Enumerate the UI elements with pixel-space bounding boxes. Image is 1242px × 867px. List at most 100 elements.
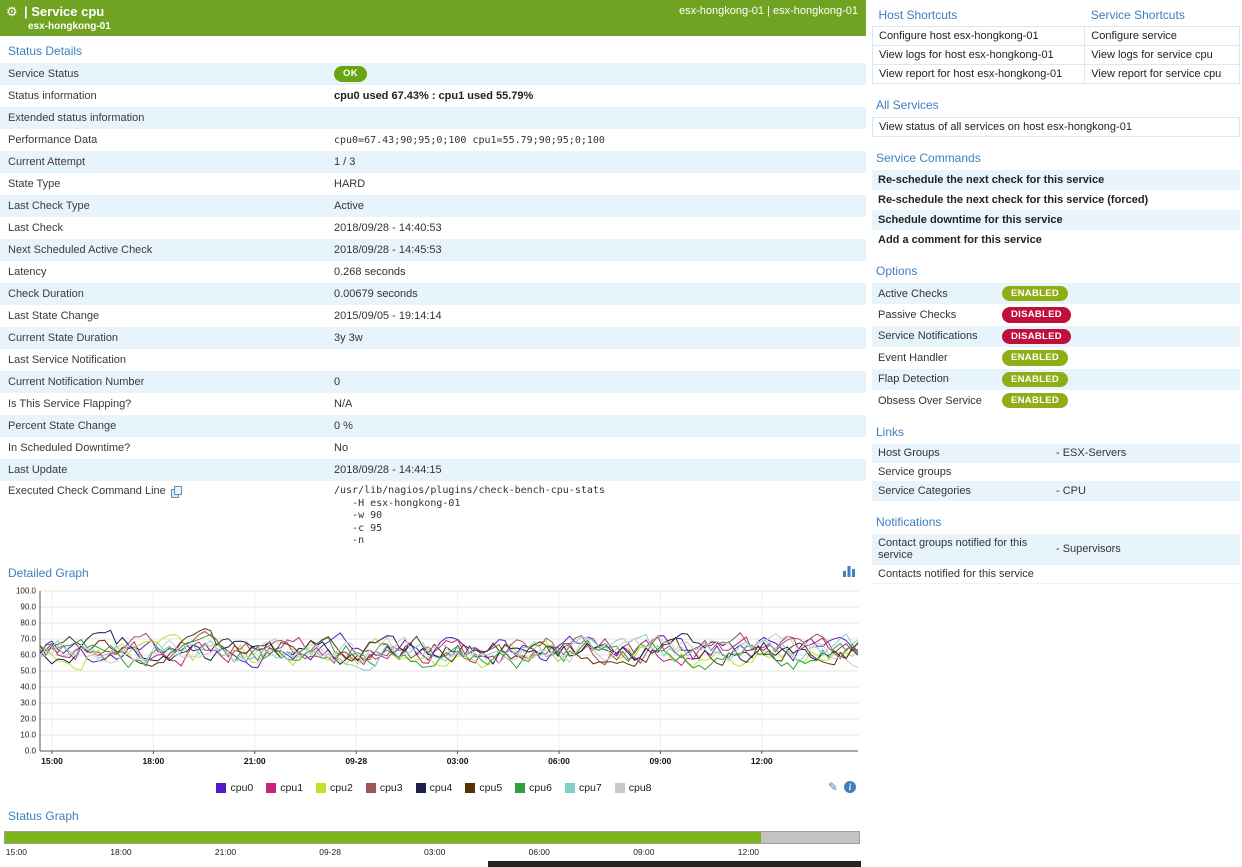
legend-swatch <box>565 783 575 793</box>
option-row[interactable]: Flap DetectionENABLED <box>872 369 1240 390</box>
copy-icon[interactable] <box>171 486 182 497</box>
status-row-value: Active <box>334 200 866 212</box>
legend-item-cpu5: cpu5 <box>465 782 502 794</box>
status-row: Executed Check Command Line/usr/lib/nagi… <box>0 481 866 552</box>
status-row-value: 0 <box>334 376 866 388</box>
all-services-row: View status of all services on host esx-… <box>873 118 1240 137</box>
chart-bars-icon[interactable] <box>842 564 856 582</box>
option-label: Flap Detection <box>878 373 1002 385</box>
option-enabled-badge: ENABLED <box>1002 372 1068 387</box>
service-shortcut-link[interactable]: Configure service <box>1085 27 1240 46</box>
status-row-value: 0 % <box>334 420 866 432</box>
notification-row-label: Contacts notified for this service <box>878 568 1056 580</box>
svg-text:06:00: 06:00 <box>548 756 570 766</box>
shortcut-row: View report for host esx-hongkong-01View… <box>873 65 1240 84</box>
notification-row[interactable]: Contact groups notified for this service… <box>872 534 1240 565</box>
status-row-label: Is This Service Flapping? <box>0 398 334 410</box>
link-row-label: Service groups <box>878 466 1056 478</box>
option-label: Event Handler <box>878 352 1002 364</box>
option-label: Service Notifications <box>878 330 1002 342</box>
notification-row-value: - Supervisors <box>1056 543 1234 555</box>
svg-text:0.0: 0.0 <box>25 746 37 755</box>
legend-item-cpu3: cpu3 <box>366 782 403 794</box>
page: ⚙ | Service cpu esx-hongkong-01 esx-hong… <box>0 0 1242 867</box>
status-row: Performance Datacpu0=67.43;90;95;0;100 c… <box>0 129 866 151</box>
svg-text:03:00: 03:00 <box>447 756 469 766</box>
status-tick-label: 18:00 <box>110 847 131 857</box>
svg-text:30.0: 30.0 <box>20 698 36 707</box>
status-details-title: Status Details <box>0 36 866 63</box>
svg-text:80.0: 80.0 <box>20 618 36 627</box>
option-disabled-badge: DISABLED <box>1002 307 1071 322</box>
status-details-table: Service StatusOKStatus informationcpu0 u… <box>0 63 866 552</box>
status-row: Check Duration0.00679 seconds <box>0 283 866 305</box>
status-row-value: 3y 3w <box>334 332 866 344</box>
service-commands-header: Service Commands <box>876 151 1240 165</box>
status-row-label: Last State Change <box>0 310 334 322</box>
status-row-value: 0.268 seconds <box>334 266 866 278</box>
sidebar-panel: Host Shortcuts Service Shortcuts Configu… <box>866 0 1242 867</box>
service-command-link[interactable]: Schedule downtime for this service <box>872 210 1240 230</box>
service-command-link[interactable]: Re-schedule the next check for this serv… <box>872 170 1240 190</box>
option-enabled-badge: ENABLED <box>1002 393 1068 408</box>
notification-row[interactable]: Contacts notified for this service <box>872 565 1240 584</box>
link-row[interactable]: Service Categories- CPU <box>872 482 1240 501</box>
legend-label: cpu0 <box>230 782 253 794</box>
status-row: Last State Change2015/09/05 - 19:14:14 <box>0 305 866 327</box>
link-row[interactable]: Host Groups- ESX-Servers <box>872 444 1240 463</box>
option-row[interactable]: Event HandlerENABLED <box>872 347 1240 368</box>
status-segment-ok <box>5 832 761 843</box>
legend-item-cpu2: cpu2 <box>316 782 353 794</box>
bottom-dark-bar <box>488 861 861 867</box>
legend-label: cpu2 <box>330 782 353 794</box>
svg-text:70.0: 70.0 <box>20 634 36 643</box>
host-shortcut-link[interactable]: View logs for host esx-hongkong-01 <box>873 46 1085 65</box>
link-row[interactable]: Service groups <box>872 463 1240 482</box>
all-services-body: View status of all services on host esx-… <box>873 118 1240 137</box>
status-row-label: State Type <box>0 178 334 190</box>
option-row[interactable]: Obsess Over ServiceENABLED <box>872 390 1240 411</box>
detailed-graph-legend: cpu0cpu1cpu2cpu3cpu4cpu5cpu6cpu7cpu8 ✎ i <box>2 779 866 797</box>
legend-label: cpu4 <box>430 782 453 794</box>
service-command-link[interactable]: Re-schedule the next check for this serv… <box>872 190 1240 210</box>
service-shortcuts-header[interactable]: Service Shortcuts <box>1085 4 1240 27</box>
header-host-links[interactable]: esx-hongkong-01 | esx-hongkong-01 <box>679 5 858 17</box>
option-row[interactable]: Service NotificationsDISABLED <box>872 326 1240 347</box>
option-label: Passive Checks <box>878 309 1002 321</box>
status-row-label: In Scheduled Downtime? <box>0 442 334 454</box>
gear-icon[interactable]: ⚙ <box>6 4 18 20</box>
legend-label: cpu1 <box>280 782 303 794</box>
detailed-graph-header: Detailed Graph <box>0 552 866 585</box>
legend-label: cpu3 <box>380 782 403 794</box>
status-row-value: cpu0 used 67.43% : cpu1 used 55.79% <box>334 90 866 102</box>
option-row[interactable]: Active ChecksENABLED <box>872 283 1240 304</box>
service-shortcut-link[interactable]: View report for service cpu <box>1085 65 1240 84</box>
legend-swatch <box>465 783 475 793</box>
info-icon[interactable]: i <box>844 781 856 793</box>
status-row-label: Extended status information <box>0 112 334 124</box>
host-subtitle[interactable]: esx-hongkong-01 <box>28 21 111 32</box>
status-row-value: No <box>334 442 866 454</box>
status-tick-label: 15:00 <box>6 847 27 857</box>
all-services-link[interactable]: View status of all services on host esx-… <box>873 118 1240 137</box>
svg-text:09:00: 09:00 <box>650 756 672 766</box>
host-shortcut-link[interactable]: View report for host esx-hongkong-01 <box>873 65 1085 84</box>
edit-graph-icon[interactable]: ✎ <box>828 780 838 794</box>
status-row: Next Scheduled Active Check2018/09/28 - … <box>0 239 866 261</box>
host-shortcuts-header[interactable]: Host Shortcuts <box>873 4 1085 27</box>
service-command-link[interactable]: Add a comment for this service <box>872 230 1240 250</box>
option-row[interactable]: Passive ChecksDISABLED <box>872 304 1240 325</box>
status-row: Is This Service Flapping?N/A <box>0 393 866 415</box>
notifications-list: Contact groups notified for this service… <box>872 534 1240 584</box>
host-shortcut-link[interactable]: Configure host esx-hongkong-01 <box>873 27 1085 46</box>
status-row-label: Latency <box>0 266 334 278</box>
legend-swatch <box>515 783 525 793</box>
status-row-value: OK <box>334 66 866 81</box>
svg-text:18:00: 18:00 <box>143 756 165 766</box>
service-shortcut-link[interactable]: View logs for service cpu <box>1085 46 1240 65</box>
service-commands-list: Re-schedule the next check for this serv… <box>872 170 1240 250</box>
option-label: Active Checks <box>878 288 1002 300</box>
status-row: Current Attempt1 / 3 <box>0 151 866 173</box>
status-row-value: 2018/09/28 - 14:40:53 <box>334 222 866 234</box>
link-row-label: Host Groups <box>878 447 1056 459</box>
